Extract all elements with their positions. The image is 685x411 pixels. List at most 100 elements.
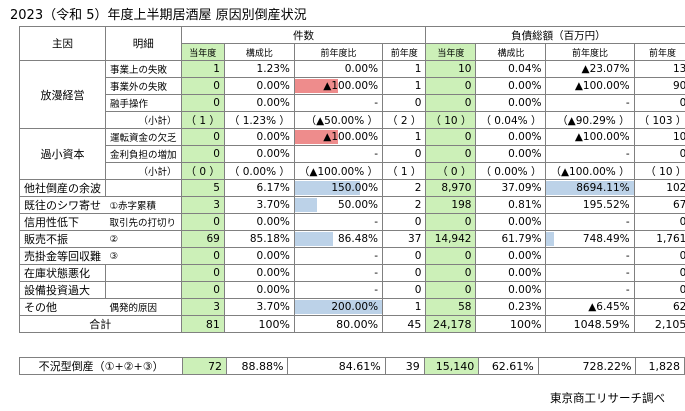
total-debt: 24,178 <box>425 315 477 333</box>
header-debt-prev: 前年度 <box>633 43 685 61</box>
header-detail: 明細 <box>105 26 182 61</box>
total-debt-share: 100% <box>475 315 547 333</box>
cell-debt-prev: 13 <box>633 60 685 78</box>
cell-count-yoy: 50.00% <box>293 196 384 214</box>
header-debt-yoy: 前年度比 <box>545 43 635 61</box>
total-count-share: 100% <box>223 315 295 333</box>
cell-debt-share: 0.00% <box>475 128 547 146</box>
cell-count-yoy: 0.00% <box>293 60 384 78</box>
total-count-yoy: 80.00% <box>293 315 384 333</box>
cell-debt-prev: 0 <box>633 145 685 163</box>
cell-count-prev: 1 <box>382 60 427 78</box>
cell-debt-share: 0.00% <box>475 264 547 282</box>
cell-count-yoy: （▲50.00% ） <box>293 111 384 129</box>
recession-row: 不況型倒産（①+②+③） 72 88.88% 84.61% 39 15,140 62.61%… <box>18 357 685 375</box>
header-cause: 主因 <box>19 26 106 61</box>
yoy-value: 150.00% <box>331 182 379 194</box>
cell-count: 0 <box>180 247 225 265</box>
cell-count: 0 <box>180 145 225 163</box>
yoy-value: ▲100.00% <box>323 80 379 92</box>
cell-count-share: （ 0.00% ） <box>223 162 295 180</box>
cell-debt-prev: 0 <box>633 281 685 299</box>
cell-debt-share: 0.00% <box>475 77 547 95</box>
yoy-bar <box>295 79 339 93</box>
detail-cell <box>105 179 182 197</box>
yoy-value: 50.00% <box>338 199 379 211</box>
detail-cell: 事業外の失敗 <box>105 77 182 95</box>
cell-debt-yoy: ▲6.45% <box>545 298 635 316</box>
cell-debt-yoy: 8694.11% <box>545 179 635 197</box>
cell-count-share: 3.70% <box>223 298 295 316</box>
recession-table: 不況型倒産（①+②+③） 72 88.88% 84.61% 39 15,140 62.61%… <box>18 357 685 375</box>
yoy-bar <box>546 232 554 246</box>
cell-count-share: （ 1.23% ） <box>223 111 295 129</box>
total-debt-prev: 2,105 <box>633 315 685 333</box>
table-row: 販売不振 ② 69 85.18% 86.48% 37 14,942 61.79% 748.49%… <box>19 230 685 248</box>
cell-count-share: 0.00% <box>223 77 295 95</box>
cell-debt-share: 0.00% <box>475 145 547 163</box>
cell-count-yoy: - <box>293 213 384 231</box>
bankruptcy-table: 主因 明細 件数 負債総額（百万円） 当年度 構成比 前年度比 前年度 当年度 … <box>19 26 685 333</box>
yoy-value: 200.00% <box>331 301 379 313</box>
cell-debt-prev: （ 10 ） <box>633 162 685 180</box>
cell-debt-prev: 1,761 <box>633 230 685 248</box>
recession-debt-prev: 1,828 <box>635 357 685 375</box>
page-title: 2023（令和 5）年度上半期居酒屋 原因別倒産状況 <box>10 8 307 23</box>
cell-debt-share: 0.00% <box>475 247 547 265</box>
table-row: 既往のシワ寄せ ①赤字累積 3 3.70% 50.00% 2 198 0.81% 195.52%… <box>19 196 685 214</box>
cell-count-prev: 2 <box>382 196 427 214</box>
cell-debt-yoy: ▲23.07% <box>545 60 635 78</box>
cell-count-share: 0.00% <box>223 145 295 163</box>
detail-cell <box>105 281 182 299</box>
cell-count-share: 0.00% <box>223 213 295 231</box>
cell-count-prev: （ 2 ） <box>382 111 427 129</box>
cell-debt-yoy: （▲90.29% ） <box>545 111 635 129</box>
cell-count-prev: 0 <box>382 281 427 299</box>
cell-count: 1 <box>180 60 225 78</box>
cell-debt: 198 <box>425 196 477 214</box>
total-row: 合計 81 100% 80.00% 45 24,178 100% 1048.59% 2,105 <box>19 315 685 333</box>
detail-cell: 金利負担の増加 <box>105 145 182 163</box>
cell-count-yoy: - <box>293 281 384 299</box>
detail-cell: ② <box>105 230 182 248</box>
cell-count-yoy: - <box>293 94 384 112</box>
cause-cell: 販売不振 <box>19 230 106 248</box>
cell-count-yoy: 86.48% <box>293 230 384 248</box>
recession-debt: 15,140 <box>423 357 480 375</box>
cell-debt-yoy: - <box>545 213 635 231</box>
cell-debt-share: 0.00% <box>475 213 547 231</box>
header-count-current: 当年度 <box>180 43 225 61</box>
total-count-prev: 45 <box>382 315 427 333</box>
cell-debt-prev: 0 <box>633 213 685 231</box>
cell-count-yoy: 200.00% <box>293 298 384 316</box>
cell-debt-yoy: - <box>545 247 635 265</box>
cell-debt-yoy: ▲100.00% <box>545 77 635 95</box>
cell-debt: 8,970 <box>425 179 477 197</box>
cell-count: 69 <box>180 230 225 248</box>
cell-debt-prev: 90 <box>633 77 685 95</box>
cell-debt-prev: 67 <box>633 196 685 214</box>
cell-count: 0 <box>180 94 225 112</box>
recession-count-yoy: 84.61% <box>287 357 386 375</box>
cell-debt: 0 <box>425 145 477 163</box>
cell-count-share: 1.23% <box>223 60 295 78</box>
cell-count: （ 1 ） <box>180 111 225 129</box>
cell-debt: 0 <box>425 77 477 95</box>
header-count-prev: 前年度 <box>382 43 427 61</box>
cell-count-prev: 0 <box>382 247 427 265</box>
cell-count-prev: 1 <box>382 77 427 95</box>
cell-debt-prev: （ 103 ） <box>633 111 685 129</box>
cell-debt-prev: 0 <box>633 264 685 282</box>
table-row: （小計）（ 1 ）（ 1.23% ）（▲50.00% ）（ 2 ）（ 10 ）（… <box>20 111 685 129</box>
cause-cell: 設備投資過大 <box>19 281 106 299</box>
cell-debt-share: 0.23% <box>475 298 547 316</box>
cell-debt: 0 <box>425 94 477 112</box>
table-row: 過小資本 運転資金の欠乏 0 0.00% ▲100.00% 1 0 0.00% ▲100.00%… <box>19 128 685 180</box>
detail-cell: 融手操作 <box>105 94 182 112</box>
